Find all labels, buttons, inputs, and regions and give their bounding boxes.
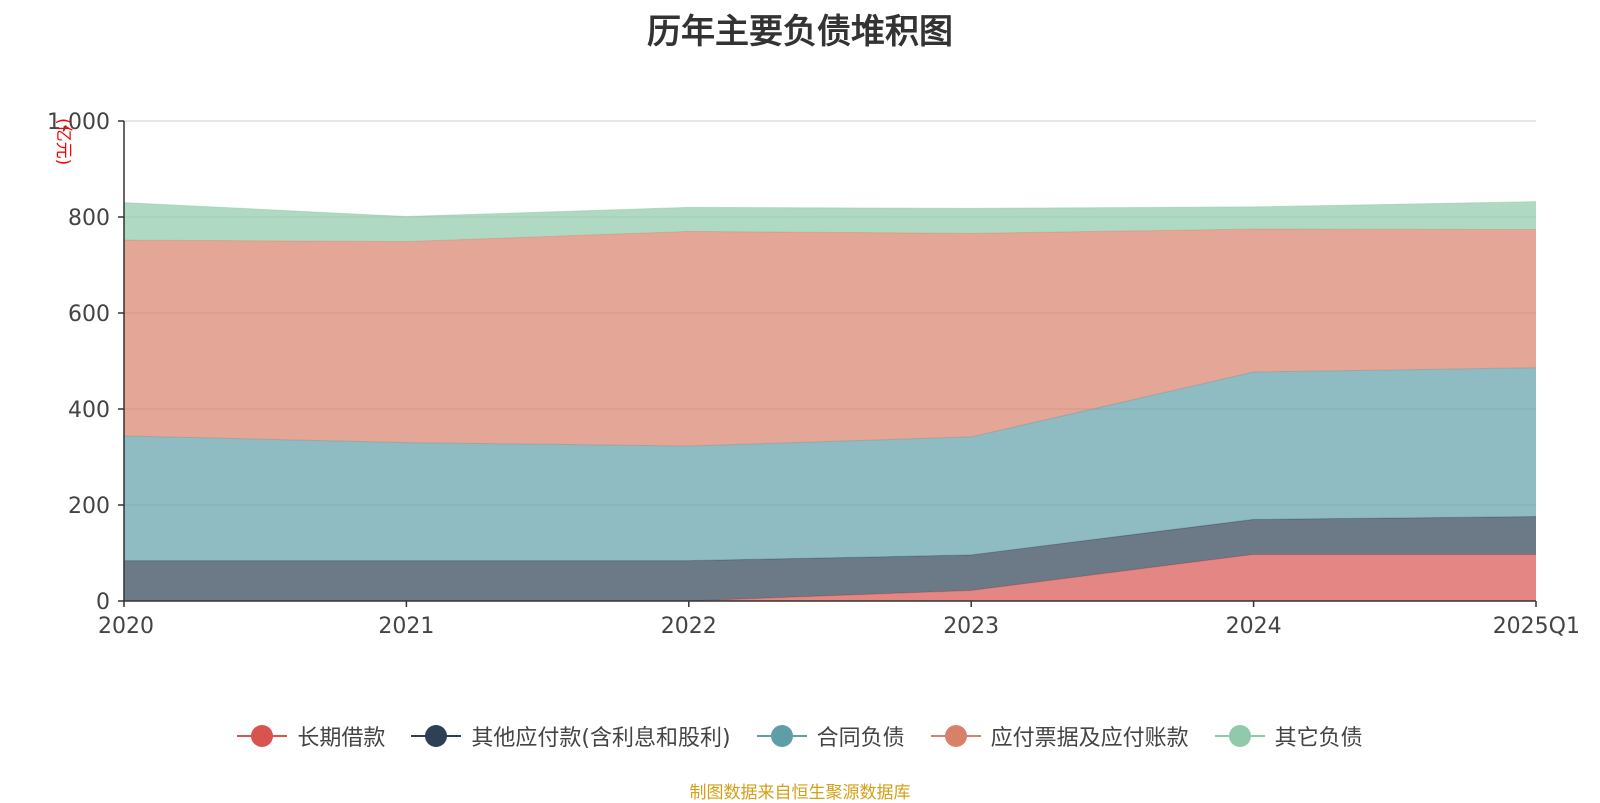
legend-dot bbox=[944, 725, 967, 747]
legend-marker-icon bbox=[930, 724, 981, 748]
legend-label: 长期借款 bbox=[297, 726, 386, 751]
legend-marker-icon bbox=[1214, 724, 1265, 748]
x-tick-label: 2024 bbox=[1226, 614, 1282, 639]
legend-dot bbox=[425, 725, 448, 747]
x-tick-label: 2025Q1 bbox=[1493, 614, 1580, 639]
legend-item-5[interactable]: 其它负债 bbox=[1214, 720, 1363, 752]
area-series-3 bbox=[124, 367, 1536, 561]
legend-label: 合同负债 bbox=[816, 726, 905, 751]
x-tick-label: 2020 bbox=[98, 614, 154, 639]
legend-item-1[interactable]: 长期借款 bbox=[237, 720, 385, 752]
area-series-1 bbox=[124, 554, 1536, 601]
legend-label: 其它负债 bbox=[1274, 726, 1363, 751]
y-tick-label: 400 bbox=[68, 398, 110, 423]
y-tick-label: 200 bbox=[68, 494, 110, 519]
chart-title: 历年主要负债堆积图 bbox=[647, 12, 953, 52]
legend-marker-icon bbox=[237, 724, 288, 748]
legend-label: 应付票据及应付账款 bbox=[990, 726, 1189, 751]
legend-dot bbox=[1228, 725, 1251, 747]
y-tick-label: 1,000 bbox=[47, 110, 110, 135]
y-tick-label: 0 bbox=[96, 590, 110, 615]
x-tick-label: 2021 bbox=[378, 614, 434, 639]
legend: 长期借款 其他应付款(含利息和股利) 合同负债 应付票据及应付账款 其它负债 bbox=[0, 716, 1600, 756]
axis-layer: 0 200 400 600 800 1,000 2020 2021 2022 2023 2024 20… bbox=[47, 110, 1580, 639]
area-series-5 bbox=[124, 201, 1536, 242]
legend-dot bbox=[770, 725, 793, 747]
legend-item-4[interactable]: 应付票据及应付账款 bbox=[930, 720, 1189, 752]
legend-item-2[interactable]: 其他应付款(含利息和股利) bbox=[411, 720, 731, 752]
legend-marker-icon bbox=[756, 724, 807, 748]
y-tick-label: 800 bbox=[68, 206, 110, 231]
area-layer bbox=[123, 201, 1537, 602]
x-tick-label: 2022 bbox=[661, 614, 717, 639]
legend-dot bbox=[251, 725, 274, 747]
x-tick-label: 2023 bbox=[943, 614, 999, 639]
area-series-4 bbox=[124, 229, 1536, 446]
y-axis-unit-label: (亿元) bbox=[53, 118, 73, 165]
legend-marker-icon bbox=[411, 724, 462, 748]
y-tick-label: 600 bbox=[68, 302, 110, 327]
source-note: 制图数据来自恒生聚源数据库 bbox=[689, 783, 911, 803]
legend-label: 其他应付款(含利息和股利) bbox=[471, 726, 731, 751]
area-series-2 bbox=[124, 516, 1536, 601]
legend-item-3[interactable]: 合同负债 bbox=[756, 720, 905, 752]
series-line-5 bbox=[123, 201, 1537, 218]
